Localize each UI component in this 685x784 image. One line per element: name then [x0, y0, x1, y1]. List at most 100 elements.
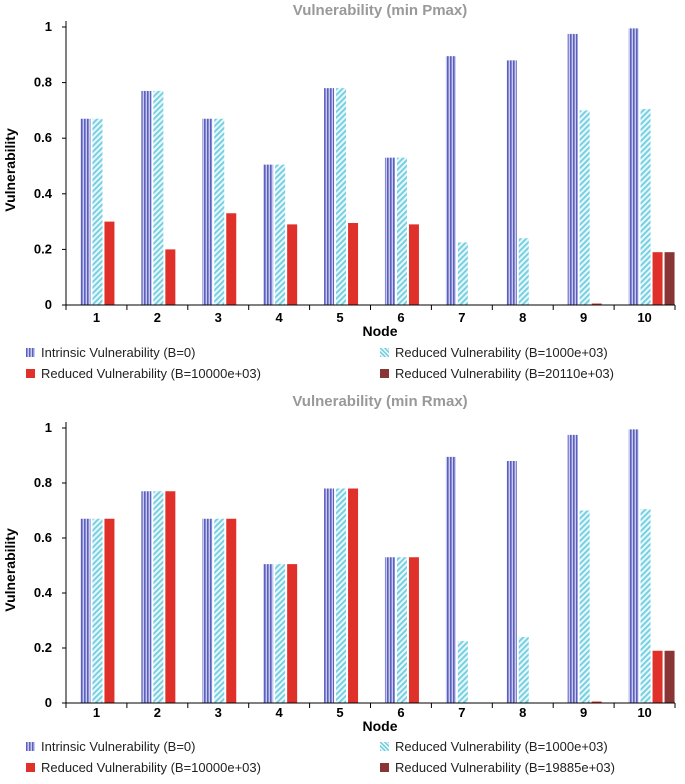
x-axis-label: Node: [363, 718, 398, 734]
bar-series-2-node-10: [640, 509, 651, 703]
bar-series-3-node-4: [287, 564, 298, 703]
legend-rmax: Intrinsic Vulnerability (B=0) Reduced Vu…: [0, 736, 685, 784]
bar-series-1-node-2: [141, 90, 152, 305]
bar-series-1-node-4: [263, 164, 274, 305]
bar-series-1-node-3: [202, 518, 213, 703]
bar-series-1-node-1: [80, 118, 91, 306]
legend-label: Intrinsic Vulnerability (B=0): [41, 345, 196, 360]
x-tick-label: 9: [580, 310, 587, 325]
x-tick-label: 2: [154, 310, 161, 325]
bar-series-2-node-7: [457, 242, 468, 305]
bar-series-2-node-3: [214, 518, 225, 703]
y-tick-label: 0.4: [34, 186, 53, 201]
chart-title: Vulnerability (min Rmax): [292, 393, 467, 410]
bar-series-1-node-1: [80, 518, 91, 703]
y-tick-label: 0: [45, 297, 52, 312]
y-tick-label: 1: [45, 19, 52, 34]
bar-series-2-node-9: [579, 110, 590, 306]
legend-item-intrinsic: Intrinsic Vulnerability (B=0): [26, 345, 196, 360]
bar-series-3-node-6: [408, 557, 419, 703]
legend-item-reduced-10000: Reduced Vulnerability (B=10000e+03): [26, 366, 261, 381]
x-tick-label: 6: [397, 705, 404, 720]
bar-series-3-node-5: [348, 222, 359, 305]
bar-series-1-node-6: [384, 157, 395, 305]
y-tick-label: 0.6: [34, 130, 52, 145]
bar-series-2-node-4: [275, 564, 286, 703]
x-tick-label: 5: [336, 705, 343, 720]
bar-series-3-node-2: [165, 491, 176, 703]
bar-series-2-node-7: [457, 641, 468, 703]
x-tick-label: 9: [580, 705, 587, 720]
bar-series-3-node-9: [591, 303, 602, 305]
legend-swatch-reduced-10000: [26, 369, 35, 378]
legend-item-reduced-1000: Reduced Vulnerability (B=1000e+03): [380, 345, 608, 360]
bar-series-2-node-9: [579, 510, 590, 703]
y-tick-label: 0.8: [34, 75, 52, 90]
y-tick-label: 1: [45, 420, 52, 435]
bar-series-1-node-5: [324, 88, 335, 305]
legend-swatch-intrinsic: [26, 348, 35, 357]
bar-series-2-node-4: [275, 164, 286, 305]
bar-series-2-node-2: [153, 491, 164, 703]
bar-series-2-node-1: [92, 118, 103, 306]
x-tick-label: 8: [519, 310, 526, 325]
bar-series-3-node-1: [104, 518, 115, 703]
y-tick-label: 0.8: [34, 475, 52, 490]
chart-pmax: Vulnerability (min Pmax) Vulnerability N…: [0, 0, 685, 340]
chart-pmax-svg: Vulnerability (min Pmax) Vulnerability N…: [2, 2, 676, 339]
bar-series-1-node-6: [384, 557, 395, 703]
bar-series-1-node-7: [445, 56, 456, 305]
legend-label: Intrinsic Vulnerability (B=0): [41, 739, 196, 754]
bar-series-1-node-2: [141, 491, 152, 703]
bar-series-2-node-6: [396, 557, 407, 703]
y-tick-label: 0.6: [34, 530, 52, 545]
y-tick-label: 0: [45, 695, 52, 710]
y-tick-label: 0.2: [34, 241, 52, 256]
x-tick-label: 3: [215, 705, 222, 720]
bar-series-3-node-2: [165, 249, 176, 305]
bar-series-1-node-5: [324, 488, 335, 703]
bar-series-2-node-2: [153, 90, 164, 305]
bar-series-1-node-8: [506, 461, 517, 703]
bar-series-2-node-1: [92, 518, 103, 703]
bar-series-4-node-10: [664, 252, 675, 305]
bar-series-1-node-3: [202, 118, 213, 306]
plot-area: 0 0.2 0.4 0.6 0.8 1 1 2 3 4 5 6 7 8 9 10: [34, 420, 676, 720]
bar-series-3-node-10: [652, 650, 663, 703]
bar-series-3-node-10: [652, 252, 663, 305]
legend-item-reduced-10000: Reduced Vulnerability (B=10000e+03): [26, 760, 261, 775]
x-tick-label: 7: [458, 310, 465, 325]
x-axis-label: Node: [363, 323, 398, 339]
bar-series-2-node-3: [214, 118, 225, 306]
bar-series-3-node-6: [408, 224, 419, 305]
bar-series-2-node-5: [336, 488, 347, 703]
bar-series-3-node-9: [591, 701, 602, 703]
legend-item-intrinsic: Intrinsic Vulnerability (B=0): [26, 739, 196, 754]
bar-series-3-node-4: [287, 224, 298, 305]
x-tick-label: 1: [93, 705, 100, 720]
legend-swatch-intrinsic: [26, 742, 35, 751]
y-tick-label: 0.4: [34, 585, 53, 600]
bar-series-3-node-5: [348, 488, 359, 703]
legend-item-reduced-1000: Reduced Vulnerability (B=1000e+03): [380, 739, 608, 754]
bar-series-2-node-10: [640, 109, 651, 305]
bar-series-2-node-8: [518, 238, 529, 305]
plot-area: 0 0.2 0.4 0.6 0.8 1 1 2 3 4 5 6 7 8 9 10: [34, 19, 676, 325]
legend-label: Reduced Vulnerability (B=10000e+03): [41, 366, 261, 381]
bar-series-1-node-8: [506, 60, 517, 305]
bar-series-1-node-10: [628, 429, 639, 703]
x-tick-label: 5: [336, 310, 343, 325]
x-tick-label: 4: [276, 705, 284, 720]
x-tick-label: 3: [215, 310, 222, 325]
bar-series-1-node-7: [445, 456, 456, 703]
chart-rmax-svg: Vulnerability (min Rmax) Vulnerability N…: [2, 393, 676, 734]
bar-series-1-node-9: [567, 33, 578, 305]
legend-swatch-reduced-1000: [380, 348, 389, 357]
y-axis-label: Vulnerability: [2, 528, 18, 612]
y-axis-label: Vulnerability: [2, 128, 18, 212]
legend-swatch-reduced-high: [380, 369, 389, 378]
bar-series-4-node-10: [664, 650, 675, 703]
legend-pmax: Intrinsic Vulnerability (B=0) Reduced Vu…: [0, 341, 685, 389]
bar-series-3-node-1: [104, 221, 115, 305]
legend-swatch-reduced-1000: [380, 742, 389, 751]
